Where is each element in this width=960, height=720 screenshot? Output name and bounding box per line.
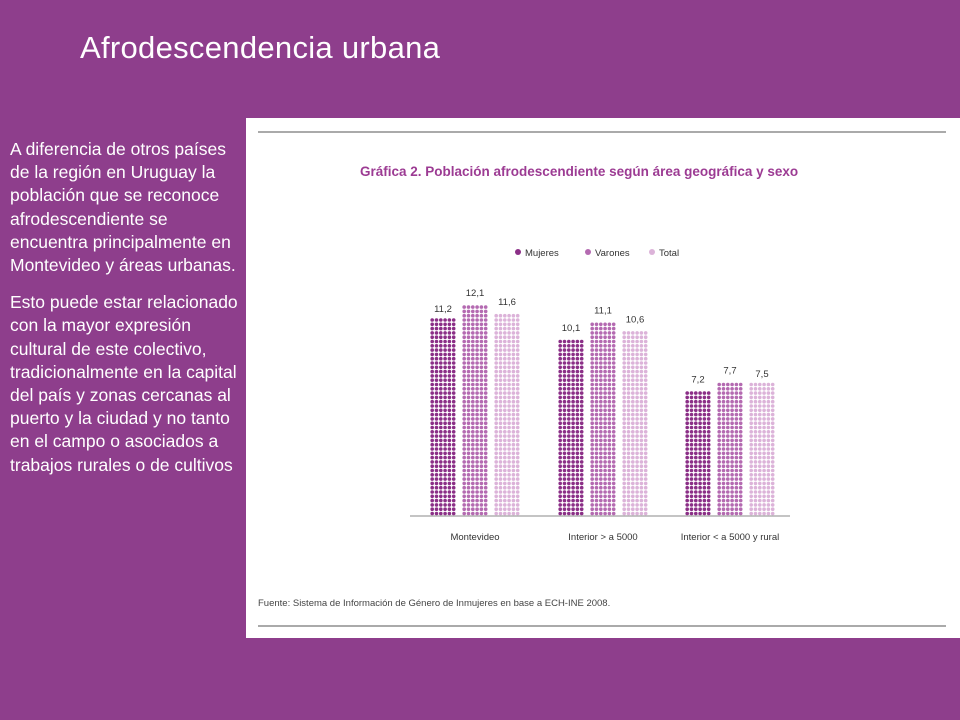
chart-title: Gráfica 2. Población afrodescendiente se… (360, 164, 798, 179)
bar-mujeres-0 (430, 318, 456, 516)
data-label-mujeres-2: 7,2 (691, 374, 704, 385)
data-label-varones-1: 11,1 (594, 306, 612, 317)
data-label-mujeres-0: 11,2 (434, 304, 452, 315)
bar-mujeres-1 (558, 339, 584, 516)
data-label-total-0: 11,6 (498, 297, 516, 308)
bar-total-2 (749, 382, 775, 516)
bar-mujeres-2 (685, 391, 711, 516)
slide-title: Afrodescendencia urbana (80, 30, 441, 65)
legend-label-varones: Varones (595, 248, 630, 259)
chart: Gráfica 2. Población afrodescendiente se… (258, 131, 946, 627)
paragraph-1: A diferencia de otros países de la regió… (10, 139, 236, 276)
bar-varones-2 (717, 382, 743, 516)
legend-label-total: Total (659, 248, 679, 259)
chart-source: Fuente: Sistema de Información de Género… (258, 598, 610, 609)
bar-varones-1 (590, 322, 616, 516)
legend-marker-total (649, 249, 655, 255)
chart-panel: Gráfica 2. Población afrodescendiente se… (246, 118, 960, 638)
legend-marker-mujeres (515, 249, 521, 255)
data-label-varones-0: 12,1 (466, 288, 485, 299)
data-label-total-2: 7,5 (755, 369, 768, 380)
data-label-total-1: 10,6 (626, 314, 645, 325)
paragraph-2: Esto puede estar relacionado con la mayo… (10, 292, 238, 475)
category-label-0: Montevideo (450, 532, 499, 543)
data-label-mujeres-1: 10,1 (562, 323, 581, 334)
legend-label-mujeres: Mujeres (525, 248, 559, 259)
data-label-varones-2: 7,7 (723, 365, 736, 376)
category-label-1: Interior > a 5000 (568, 532, 637, 543)
legend-marker-varones (585, 249, 591, 255)
category-label-2: Interior < a 5000 y rural (681, 532, 779, 543)
bar-total-0 (494, 313, 520, 516)
bar-total-1 (622, 331, 648, 516)
bar-varones-0 (462, 305, 488, 516)
body-text: A diferencia de otros países de la regió… (10, 138, 242, 491)
